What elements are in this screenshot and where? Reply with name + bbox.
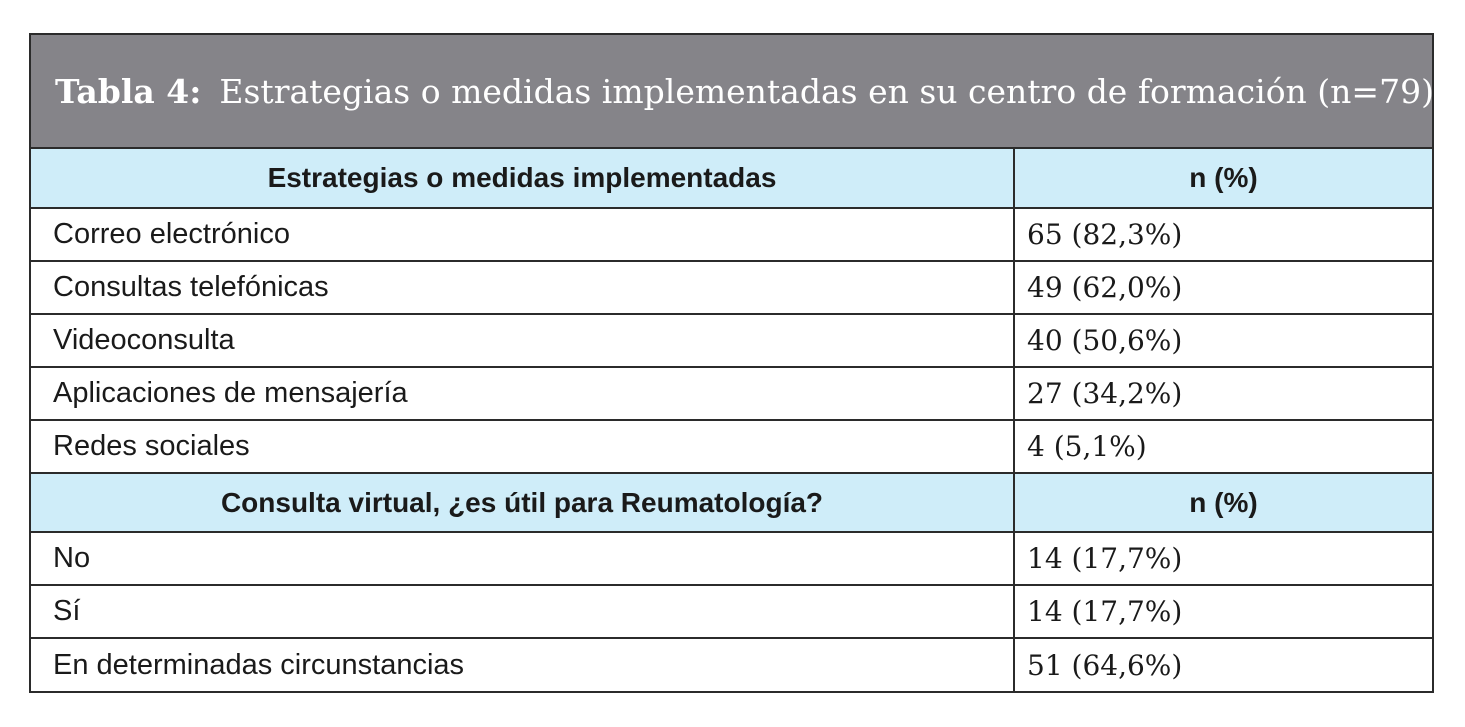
section2-value-header: n (%) bbox=[1013, 472, 1432, 533]
row-value: 4 (5,1%) bbox=[1013, 419, 1432, 474]
table-body: Estrategias o medidas implementadas n (%… bbox=[31, 149, 1432, 691]
section2-header: Consulta virtual, ¿es útil para Reumatol… bbox=[31, 472, 1015, 533]
table-row: No 14 (17,7%) bbox=[31, 531, 1432, 586]
row-label: Aplicaciones de mensajería bbox=[31, 366, 1015, 421]
table-row: Videoconsulta 40 (50,6%) bbox=[31, 313, 1432, 368]
row-label: En determinadas circunstancias bbox=[31, 637, 1015, 691]
table-row: Consultas telefónicas 49 (62,0%) bbox=[31, 260, 1432, 315]
row-label: Redes sociales bbox=[31, 419, 1015, 474]
row-value: 14 (17,7%) bbox=[1013, 531, 1432, 586]
row-label: Videoconsulta bbox=[31, 313, 1015, 368]
table-caption: Tabla 4: Estrategias o medidas implement… bbox=[31, 35, 1444, 149]
data-table: Tabla 4: Estrategias o medidas implement… bbox=[29, 33, 1444, 693]
caption-text: Estrategias o medidas implementadas en s… bbox=[219, 71, 1445, 111]
section1-value-header: n (%) bbox=[1013, 149, 1432, 209]
row-value: 40 (50,6%) bbox=[1013, 313, 1432, 368]
table-row: Sí 14 (17,7%) bbox=[31, 584, 1432, 639]
table-row: En determinadas circunstancias 51 (64,6%… bbox=[31, 637, 1432, 691]
row-label: No bbox=[31, 531, 1015, 586]
row-value: 51 (64,6%) bbox=[1013, 637, 1432, 691]
table-row: Redes sociales 4 (5,1%) bbox=[31, 419, 1432, 474]
caption-label: Tabla 4: bbox=[55, 71, 202, 111]
row-label: Sí bbox=[31, 584, 1015, 639]
row-value: 27 (34,2%) bbox=[1013, 366, 1432, 421]
row-value: 49 (62,0%) bbox=[1013, 260, 1432, 315]
section1-header-row: Estrategias o medidas implementadas n (%… bbox=[31, 149, 1432, 209]
row-label: Correo electrónico bbox=[31, 207, 1015, 262]
row-label: Consultas telefónicas bbox=[31, 260, 1015, 315]
row-value: 14 (17,7%) bbox=[1013, 584, 1432, 639]
section2-header-row: Consulta virtual, ¿es útil para Reumatol… bbox=[31, 472, 1432, 533]
section1-header: Estrategias o medidas implementadas bbox=[31, 149, 1015, 209]
table-row: Correo electrónico 65 (82,3%) bbox=[31, 207, 1432, 262]
row-value: 65 (82,3%) bbox=[1013, 207, 1432, 262]
table-row: Aplicaciones de mensajería 27 (34,2%) bbox=[31, 366, 1432, 421]
